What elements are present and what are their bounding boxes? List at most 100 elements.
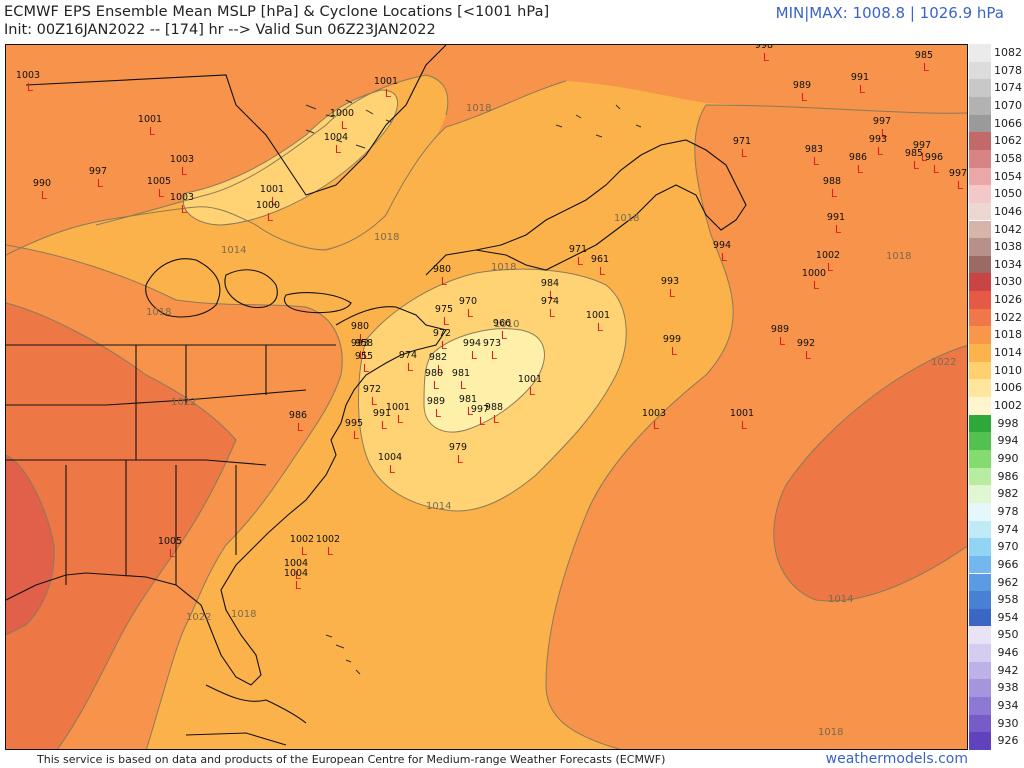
low-symbol: L [181, 165, 188, 178]
legend-swatch [969, 96, 991, 115]
cyclone-pressure-label: 1004 [284, 568, 308, 579]
low-symbol: L [371, 395, 378, 408]
cyclone-pressure-label: 984 [541, 278, 559, 289]
cyclone-pressure-label: 995 [345, 418, 363, 429]
low-symbol: L [881, 127, 888, 140]
low-symbol: L [460, 379, 467, 392]
legend-swatch [969, 626, 991, 645]
legend-label: 958 [992, 591, 1024, 609]
low-symbol: L [479, 415, 486, 428]
legend-level-926: 926 [969, 732, 1024, 750]
legend-level-942: 942 [969, 661, 1024, 680]
cyclone-pressure-label: 989 [427, 396, 445, 407]
cyclone-pressure-label: 970 [459, 296, 477, 307]
cyclone-pressure-label: 991 [851, 72, 869, 83]
legend-label: 1042 [992, 220, 1024, 239]
low-symbol: L [763, 51, 770, 64]
cyclone-pressure-label: 997 [471, 404, 489, 415]
cyclone-pressure-label: 979 [449, 442, 467, 453]
legend-label: 1006 [992, 379, 1024, 397]
low-symbol: L [295, 569, 302, 582]
legend-swatch [969, 344, 991, 362]
cyclone-pressure-label: 1001 [260, 184, 284, 195]
cyclone-pressure-label: 980 [351, 321, 369, 332]
cyclone-pressure-label: 1001 [374, 76, 398, 87]
legend-label: 1018 [992, 326, 1024, 345]
isobar-label: 1018 [818, 727, 843, 738]
legend-level-1078: 1078 [969, 61, 1024, 80]
legend-level-1050: 1050 [969, 185, 1024, 203]
low-symbol: L [433, 379, 440, 392]
low-symbol: L [831, 187, 838, 200]
cyclone-pressure-label: 1001 [518, 374, 542, 385]
legend-swatch [969, 661, 991, 680]
low-symbol: L [353, 429, 360, 442]
legend-label: 1002 [992, 397, 1024, 415]
cyclone-pressure-label: 1005 [147, 176, 171, 187]
pressure-map: 1018 1018 1014 1018 1022 1014 1010 1018 1018 1022… [5, 44, 968, 750]
low-symbol: L [549, 289, 556, 302]
cyclone-pressure-label: 993 [869, 134, 887, 145]
legend-level-998: 998 [969, 414, 1024, 433]
cyclone-pressure-label: 1001 [386, 402, 410, 413]
isobar-label: 1022 [186, 612, 211, 623]
legend-swatch [969, 714, 991, 733]
legend-level-1038: 1038 [969, 238, 1024, 256]
cyclone-pressure-label: 981 [459, 394, 477, 405]
legend-swatch [969, 361, 991, 380]
legend-swatch [969, 679, 991, 698]
low-symbol: L [471, 349, 478, 362]
isobar-field-1010-ocean [424, 328, 545, 433]
cyclone-pressure-label: 982 [429, 352, 447, 363]
isobar-field-1026-west [6, 455, 55, 635]
cyclone-pressure-label: 971 [733, 136, 751, 147]
legend-swatch [969, 608, 991, 627]
cyclone-pressure-label: 989 [771, 324, 789, 335]
low-symbol: L [835, 223, 842, 236]
header: ECMWF EPS Ensemble Mean MSLP [hPa] & Cyc… [0, 0, 1024, 44]
low-symbol: L [97, 177, 104, 190]
cyclone-pressure-label: 999 [663, 334, 681, 345]
isobar-field-1022-west [6, 303, 236, 749]
legend-label: 1034 [992, 255, 1024, 274]
legend-level-938: 938 [969, 679, 1024, 698]
low-symbol: L [599, 265, 606, 278]
site-link[interactable]: weathermodels.com [825, 751, 968, 767]
legend-label: 942 [992, 661, 1024, 680]
cyclone-pressure-label: 980 [433, 264, 451, 275]
legend-swatch [969, 149, 991, 168]
cyclone-pressure-label: 985 [915, 50, 933, 61]
low-symbol: L [41, 189, 48, 202]
legend-label: 1082 [992, 44, 1024, 62]
legend-level-974: 974 [969, 520, 1024, 539]
low-symbol: L [359, 349, 366, 362]
legend-level-986: 986 [969, 467, 1024, 486]
legend-label: 962 [992, 573, 1024, 592]
low-symbol: L [933, 163, 940, 176]
low-symbol: L [957, 179, 964, 192]
isobar-label: 1014 [426, 501, 451, 512]
legend-label: 990 [992, 449, 1024, 468]
legend-swatch [969, 414, 991, 433]
low-symbol: L [549, 307, 556, 320]
cyclone-pressure-label: 1002 [316, 534, 340, 545]
legend-label: 966 [992, 555, 1024, 574]
legend-swatch [969, 397, 991, 415]
